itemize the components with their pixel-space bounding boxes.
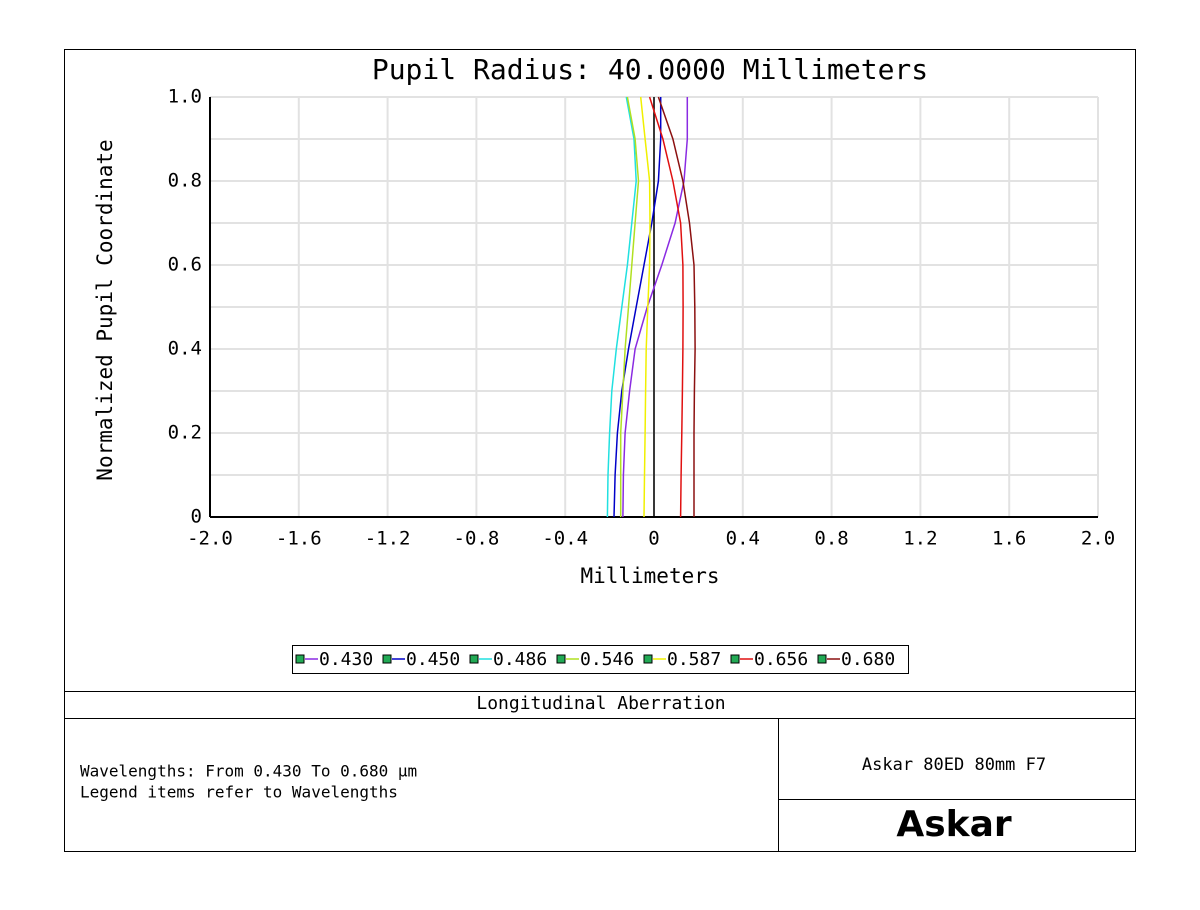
y-tick-label: 0.8 xyxy=(168,170,202,192)
legend-label: 0.680 xyxy=(841,649,895,670)
note: Legend items refer to Wavelengths xyxy=(80,783,398,802)
x-tick-label: -1.6 xyxy=(276,528,322,550)
brand-logo: Askar xyxy=(896,804,1012,845)
legend-icon xyxy=(295,654,305,664)
x-tick-label: 0.4 xyxy=(726,528,760,550)
aberration-curve xyxy=(606,96,637,518)
x-tick-label: 0.8 xyxy=(814,528,848,550)
legend-label: 0.587 xyxy=(667,649,721,670)
legend-label: 0.486 xyxy=(493,649,547,670)
legend-icon xyxy=(817,654,827,664)
x-tick-label: -1.2 xyxy=(365,528,411,550)
legend-label: 0.430 xyxy=(319,649,373,670)
aberration-curve xyxy=(619,96,640,517)
x-tick-label: -0.8 xyxy=(454,528,500,550)
legend-icon xyxy=(382,654,392,664)
x-tick-label: -2.0 xyxy=(187,528,233,550)
y-axis-label: Normalized Pupil Coordinate xyxy=(93,139,117,480)
legend-icon xyxy=(556,654,566,664)
legend-icon xyxy=(469,654,479,664)
y-tick-label: 0 xyxy=(191,506,202,528)
panel-title: Longitudinal Aberration xyxy=(476,693,725,714)
legend-label: 0.656 xyxy=(754,649,808,670)
note: Wavelengths: From 0.430 To 0.680 µm xyxy=(80,762,417,781)
frame xyxy=(64,49,1136,852)
lens-name: Askar 80ED 80mm F7 xyxy=(862,755,1046,775)
legend-icon xyxy=(643,654,653,664)
legend-label: 0.546 xyxy=(580,649,634,670)
legend-label: 0.450 xyxy=(406,649,460,670)
y-tick-label: 0.4 xyxy=(168,338,202,360)
aberration-curve xyxy=(657,96,696,517)
x-axis-label: Millimeters xyxy=(580,564,719,588)
x-tick-label: -0.4 xyxy=(542,528,588,550)
x-tick-label: 2.0 xyxy=(1081,528,1115,550)
aberration-curve xyxy=(613,97,662,518)
x-tick-label: 1.6 xyxy=(992,528,1026,550)
x-tick-label: 1.2 xyxy=(903,528,937,550)
y-tick-label: 0.6 xyxy=(168,254,202,276)
chart-title: Pupil Radius: 40.0000 Millimeters xyxy=(372,53,928,86)
legend-icon xyxy=(730,654,740,664)
aberration-curve xyxy=(648,96,684,518)
aberration-curve xyxy=(639,96,651,518)
y-tick-label: 0.2 xyxy=(168,422,202,444)
y-tick-label: 1.0 xyxy=(168,86,202,108)
x-tick-label: 0 xyxy=(648,528,659,550)
